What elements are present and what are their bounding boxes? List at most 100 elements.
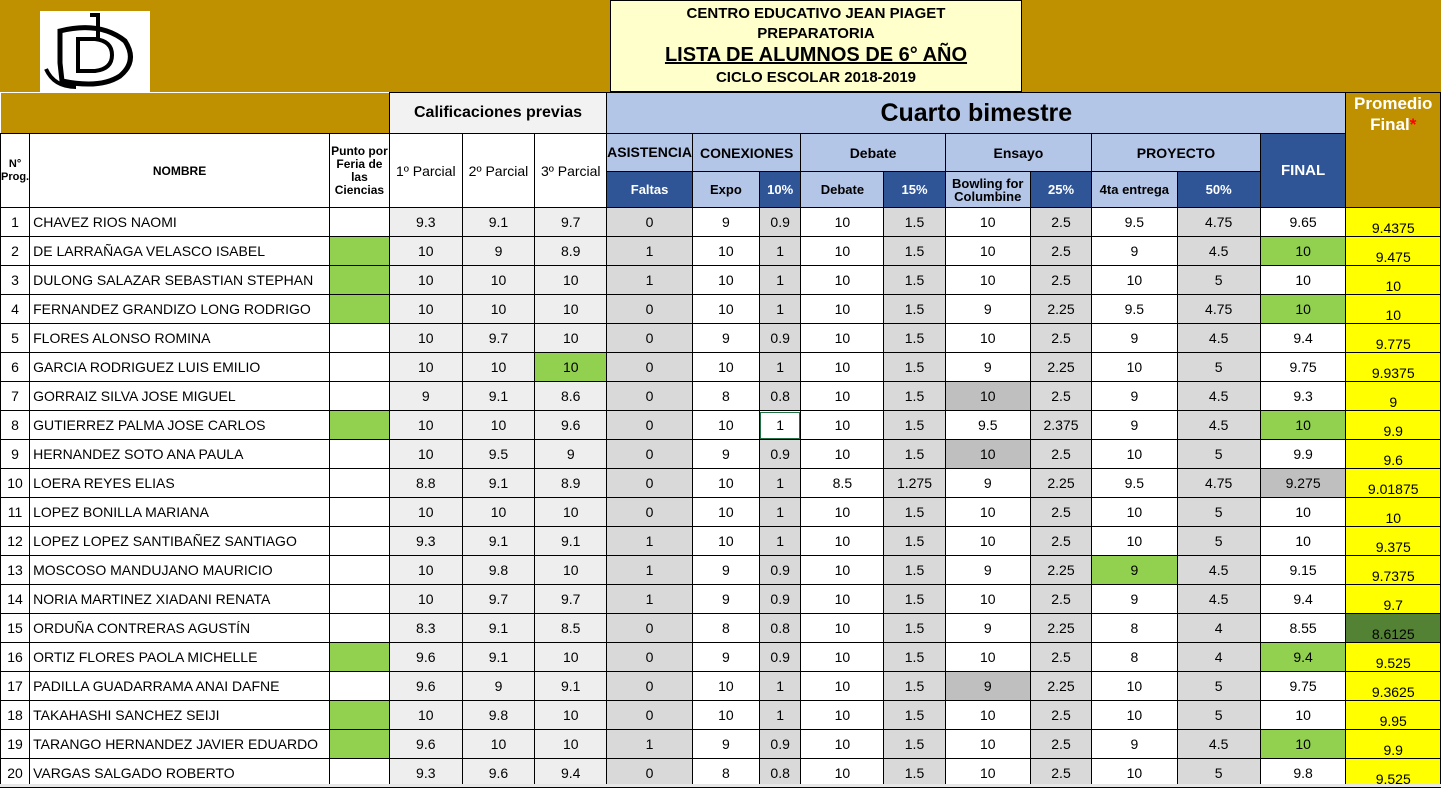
promedio-final-cell[interactable]: 9.7375 [1345,555,1441,585]
ensayo-pct-cell[interactable]: 2.5 [1029,526,1093,556]
row-number[interactable]: 9 [0,439,31,469]
parcial2-cell[interactable]: 9.1 [461,207,536,237]
parcial1-cell[interactable]: 8.8 [388,468,463,498]
faltas-cell[interactable]: 1 [606,729,693,759]
proyecto-pct-cell[interactable]: 5 [1176,352,1261,382]
student-name[interactable]: TARANGO HERNANDEZ JAVIER EDUARDO [29,729,330,759]
proyecto-cell[interactable]: 10 [1091,352,1178,382]
faltas-cell[interactable]: 0 [606,700,693,730]
expo-cell[interactable]: 10 [691,468,760,498]
expo-pct-cell[interactable]: 0.9 [758,555,802,585]
debate-cell[interactable]: 10 [800,381,885,411]
student-name[interactable]: HERNANDEZ SOTO ANA PAULA [29,439,330,469]
proyecto-pct-cell[interactable]: 4 [1176,613,1261,643]
proyecto-cell[interactable]: 9 [1091,584,1178,614]
debate-cell[interactable]: 10 [800,642,885,672]
final-cell[interactable]: 10 [1259,729,1347,759]
parcial2-cell[interactable]: 9.7 [461,323,536,353]
ensayo-cell[interactable]: 9 [944,613,1031,643]
faltas-cell[interactable]: 0 [606,439,693,469]
ensayo-cell[interactable]: 9.5 [944,410,1031,440]
ensayo-pct-cell[interactable]: 2.25 [1029,613,1093,643]
final-cell[interactable]: 10 [1259,526,1347,556]
proyecto-cell[interactable]: 9 [1091,410,1178,440]
proyecto-cell[interactable]: 9.5 [1091,468,1178,498]
faltas-cell[interactable]: 1 [606,526,693,556]
ensayo-cell[interactable]: 10 [944,439,1031,469]
student-name[interactable]: GORRAIZ SILVA JOSE MIGUEL [29,381,330,411]
ensayo-cell[interactable]: 10 [944,497,1031,527]
expo-pct-cell[interactable]: 0.9 [758,729,802,759]
proyecto-cell[interactable]: 9.5 [1091,207,1178,237]
expo-pct-cell[interactable]: 0.9 [758,642,802,672]
expo-pct-cell[interactable]: 1 [758,265,802,295]
ensayo-cell[interactable]: 10 [944,729,1031,759]
expo-cell[interactable]: 8 [691,381,760,411]
debate-pct-cell[interactable]: 1.5 [883,584,946,614]
parcial1-cell[interactable]: 9.6 [388,729,463,759]
debate-cell[interactable]: 10 [800,294,885,324]
debate-pct-cell[interactable]: 1.5 [883,207,946,237]
proyecto-pct-cell[interactable]: 4.5 [1176,323,1261,353]
proyecto-cell[interactable]: 9 [1091,555,1178,585]
parcial2-cell[interactable]: 9 [461,671,536,701]
faltas-cell[interactable]: 0 [606,671,693,701]
punto-feria-cell[interactable] [328,642,390,672]
expo-cell[interactable]: 10 [691,410,760,440]
ensayo-cell[interactable]: 10 [944,381,1031,411]
promedio-final-cell[interactable]: 9.9 [1345,410,1441,440]
proyecto-pct-cell[interactable]: 5 [1176,758,1261,788]
row-number[interactable]: 1 [0,207,31,237]
debate-cell[interactable]: 10 [800,700,885,730]
faltas-cell[interactable]: 0 [606,323,693,353]
final-cell[interactable]: 10 [1259,294,1347,324]
punto-feria-cell[interactable] [328,352,390,382]
debate-pct-cell[interactable]: 1.5 [883,294,946,324]
promedio-final-cell[interactable]: 9.01875 [1345,468,1441,498]
expo-pct-cell[interactable]: 0.9 [758,323,802,353]
row-number[interactable]: 14 [0,584,31,614]
final-cell[interactable]: 10 [1259,410,1347,440]
faltas-cell[interactable]: 0 [606,207,693,237]
ensayo-cell[interactable]: 9 [944,468,1031,498]
ensayo-pct-cell[interactable]: 2.5 [1029,700,1093,730]
faltas-cell[interactable]: 0 [606,294,693,324]
proyecto-cell[interactable]: 8 [1091,613,1178,643]
parcial1-cell[interactable]: 9.3 [388,207,463,237]
parcial1-cell[interactable]: 10 [388,700,463,730]
promedio-final-cell[interactable]: 10 [1345,265,1441,295]
student-name[interactable]: NORIA MARTINEZ XIADANI RENATA [29,584,330,614]
debate-pct-cell[interactable]: 1.5 [883,410,946,440]
punto-feria-cell[interactable] [328,555,390,585]
debate-cell[interactable]: 10 [800,323,885,353]
ensayo-cell[interactable]: 10 [944,265,1031,295]
final-cell[interactable]: 9.75 [1259,671,1347,701]
ensayo-pct-cell[interactable]: 2.5 [1029,236,1093,266]
debate-pct-cell[interactable]: 1.5 [883,729,946,759]
ensayo-cell[interactable]: 10 [944,526,1031,556]
expo-pct-cell[interactable]: 0.9 [758,439,802,469]
parcial3-cell[interactable]: 9.4 [534,758,608,788]
ensayo-pct-cell[interactable]: 2.25 [1029,555,1093,585]
ensayo-pct-cell[interactable]: 2.5 [1029,207,1093,237]
promedio-final-cell[interactable]: 9.9 [1345,729,1441,759]
debate-pct-cell[interactable]: 1.5 [883,526,946,556]
ensayo-pct-cell[interactable]: 2.5 [1029,323,1093,353]
punto-feria-cell[interactable] [328,497,390,527]
parcial3-cell[interactable]: 9.6 [534,410,608,440]
expo-cell[interactable]: 9 [691,555,760,585]
expo-pct-cell[interactable]: 1 [758,497,802,527]
parcial1-cell[interactable]: 10 [388,236,463,266]
row-number[interactable]: 12 [0,526,31,556]
expo-pct-cell[interactable]: 1 [758,526,802,556]
punto-feria-cell[interactable] [328,671,390,701]
parcial2-cell[interactable]: 9.5 [461,439,536,469]
expo-pct-cell[interactable]: 1 [758,294,802,324]
parcial2-cell[interactable]: 10 [461,410,536,440]
row-number[interactable]: 13 [0,555,31,585]
final-cell[interactable]: 10 [1259,265,1347,295]
debate-pct-cell[interactable]: 1.5 [883,323,946,353]
punto-feria-cell[interactable] [328,439,390,469]
parcial3-cell[interactable]: 8.9 [534,468,608,498]
parcial2-cell[interactable]: 9.1 [461,468,536,498]
